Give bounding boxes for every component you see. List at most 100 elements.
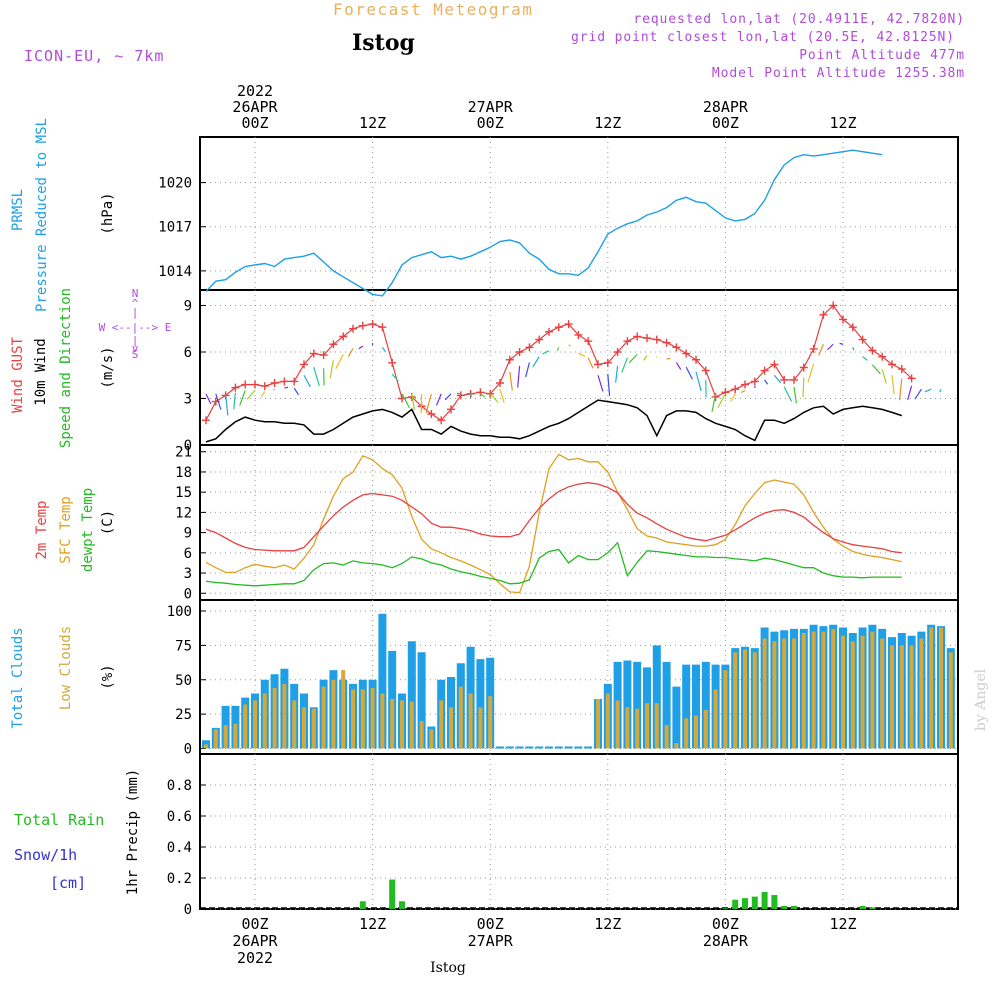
total-cloud-bar: [378, 613, 387, 749]
rain-bar: [399, 901, 405, 909]
prmsl-label: PRMSL: [10, 189, 26, 231]
wind-arrow: [764, 379, 769, 385]
chart-subtitle: Forecast Meteogram: [333, 0, 533, 19]
wind-arrow: [717, 393, 726, 409]
gust-marker: [633, 332, 642, 341]
gust-marker: [692, 355, 700, 364]
y-tick-label: 75: [175, 638, 192, 654]
top-time-label: 00Z: [241, 114, 268, 132]
gust-marker: [750, 377, 759, 386]
low-cloud-bar: [302, 707, 306, 749]
total-cloud-bar: [476, 659, 485, 749]
low-cloud-bar: [213, 729, 218, 749]
low-cloud-bar: [939, 627, 943, 749]
wind-arrow: [818, 344, 824, 356]
wind-arrow: [607, 374, 611, 396]
top-time-label: 12Z: [359, 114, 386, 132]
y-tick-label: 0: [184, 438, 192, 454]
wind-arrow: [793, 386, 797, 404]
y-tick-label: 1020: [158, 176, 192, 192]
low-cloud-bar: [458, 686, 463, 749]
panel-precip: [199, 753, 959, 910]
gust-marker: [652, 335, 661, 344]
low-cloud-bar: [782, 638, 787, 749]
low-cloud-bar: [282, 683, 287, 749]
wind-arrow: [273, 388, 275, 391]
wind-arrow: [568, 344, 571, 347]
bottom-time-label: 28APR: [703, 932, 749, 950]
low-cloud-bar: [909, 645, 914, 749]
low-cloud-bar: [762, 638, 767, 749]
rain-bar: [722, 908, 729, 909]
wind-arrow: [489, 393, 499, 403]
low-cloud-bar: [674, 743, 679, 749]
y-tick-label: 1017: [158, 220, 192, 236]
total-cloud-bar: [662, 661, 671, 749]
y-tick-label: 0.6: [167, 809, 192, 825]
gust-line: [205, 304, 913, 421]
rain-bar: [751, 896, 758, 909]
wind-arrow: [711, 393, 717, 412]
wind-arrow: [323, 368, 325, 386]
dewpt-label: dewpt Temp: [80, 488, 96, 572]
top-time-label: 26APR: [232, 98, 278, 116]
rain-bar: [859, 905, 866, 909]
total-cloud-bar: [525, 746, 534, 749]
low-cloud-bar: [605, 693, 610, 749]
gust-marker: [770, 360, 779, 369]
gust-marker: [427, 410, 436, 418]
dewpt-line: [205, 541, 902, 587]
prmsl-line: [205, 149, 883, 297]
bottom-time-label: 12Z: [359, 915, 386, 933]
gust-marker: [388, 358, 397, 367]
grid-point-coords: grid point closest lon,lat (20.5E, 42.81…: [571, 30, 955, 45]
gust-marker: [594, 360, 602, 369]
wind-arrow: [643, 355, 648, 361]
bottom-time-label: 00Z: [712, 915, 739, 933]
low-cloud-bar: [311, 708, 316, 749]
y-tick-label: 3: [184, 566, 192, 582]
compass-s: S: [132, 348, 139, 361]
low-cloud-bar: [419, 721, 424, 749]
bottom-time-label: 26APR: [232, 932, 278, 950]
total-rain-label: Total Rain: [14, 811, 104, 829]
low-cloud-bar: [899, 645, 904, 749]
gust-marker: [437, 416, 446, 425]
total-cloud-bar: [692, 664, 700, 749]
rain-bar: [389, 879, 396, 909]
gust-marker: [868, 346, 877, 355]
footer-location: Istog: [430, 960, 466, 976]
top-time-label: 12Z: [594, 114, 621, 132]
gust-marker: [290, 377, 299, 386]
wind-arrow: [783, 386, 793, 402]
total-cloud-bar: [407, 641, 416, 749]
y-axis-label: 1hr Precip (mm): [125, 769, 141, 895]
gust-marker: [848, 323, 857, 332]
low-cloud-bar: [439, 700, 444, 749]
low-cloud-bar: [243, 704, 248, 749]
gust-marker: [300, 360, 308, 369]
wind-arrow: [470, 393, 472, 397]
wind-arrow: [898, 378, 903, 401]
gust-marker: [829, 301, 838, 310]
gust-marker: [790, 375, 798, 384]
wind-arrow: [914, 388, 922, 400]
rain-bar: [761, 891, 768, 909]
gust-marker: [858, 335, 867, 344]
snow-unit-label: [cm]: [50, 874, 86, 892]
wind-arrow: [621, 357, 628, 373]
y-tick-label: 0: [184, 902, 192, 918]
y-tick-label: 0: [184, 586, 192, 602]
bottom-time-label: 2022: [237, 949, 273, 967]
wind-arrow: [517, 365, 521, 388]
y-tick-label: 6: [184, 345, 192, 361]
wind-arrow: [685, 366, 693, 380]
gust-marker: [476, 388, 485, 397]
wind-arrow: [215, 393, 222, 410]
low-cloud-bar: [615, 700, 620, 749]
low-cloud-bar: [272, 688, 277, 749]
gust-marker: [260, 382, 269, 391]
sfc-temp-label: SFC Temp: [58, 496, 74, 563]
low-cloud-bar: [596, 699, 600, 749]
gust-marker: [731, 385, 740, 394]
